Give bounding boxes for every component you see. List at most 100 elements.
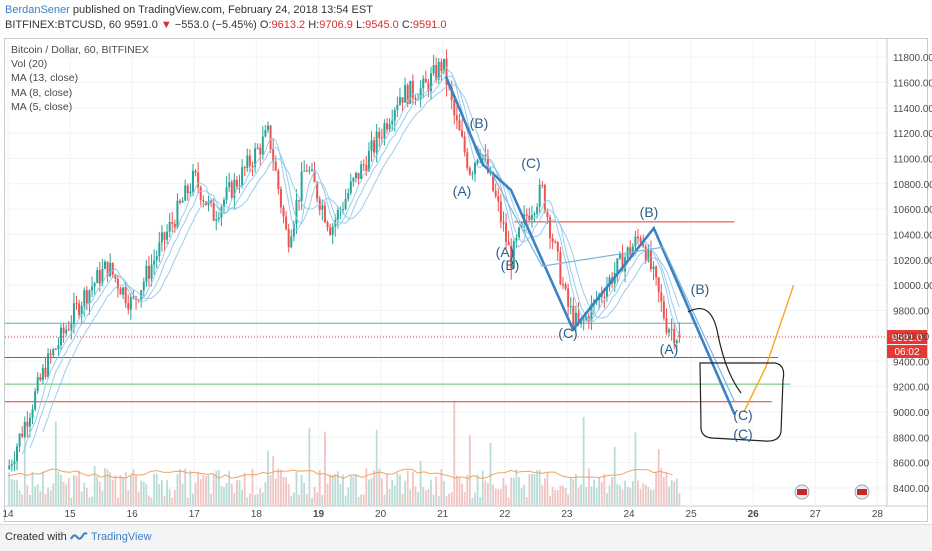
- time-tick-label: 19: [313, 509, 325, 520]
- volume-bar: [75, 475, 78, 506]
- volume-bar: [280, 469, 282, 506]
- candle-body: [629, 247, 632, 255]
- current-price-tag: [887, 330, 927, 345]
- volume-bar: [419, 460, 422, 506]
- ma-8-line: [29, 75, 680, 448]
- symbol-line: BITFINEX:BTCUSD, 60 9591.0 ▼ −553.0 (−5.…: [5, 19, 447, 31]
- volume-bar: [189, 470, 192, 506]
- volume-bar: [370, 478, 373, 506]
- candle-body: [41, 367, 44, 381]
- volume-bar: [564, 488, 567, 506]
- candle-body: [637, 236, 640, 239]
- candle-body: [660, 292, 663, 302]
- candle-body: [365, 164, 368, 172]
- tradingview-brand-link[interactable]: TradingView: [70, 531, 152, 543]
- candle-body: [241, 167, 244, 186]
- time-tick-label: 22: [499, 509, 511, 520]
- volume-bar: [554, 490, 557, 506]
- candle-body: [176, 200, 179, 228]
- volume-bar: [331, 474, 334, 506]
- candle-body: [662, 301, 665, 319]
- candle-body: [331, 226, 334, 235]
- wave-label: (A): [453, 183, 472, 199]
- close-label: C:: [401, 19, 413, 31]
- volume-bar: [507, 497, 510, 506]
- candle-body: [507, 241, 510, 246]
- volume-bar: [344, 495, 347, 506]
- legend-ma13[interactable]: MA (13, close): [11, 72, 79, 85]
- volume-bar: [285, 477, 288, 506]
- author-link[interactable]: BerdanSener: [5, 4, 70, 16]
- candle-body: [675, 340, 678, 344]
- candle-body: [538, 184, 541, 207]
- candle-body: [34, 391, 37, 410]
- volume-bar: [647, 486, 650, 506]
- candle-body: [393, 109, 396, 121]
- volume-bar: [34, 486, 37, 506]
- volume-bar: [192, 493, 194, 506]
- time-tick-label: 27: [810, 509, 822, 520]
- volume-bar: [414, 486, 417, 506]
- wave-label: (A): [660, 341, 679, 357]
- volume-bar: [29, 494, 31, 506]
- volume-bar: [70, 497, 73, 506]
- candle-body: [370, 140, 373, 151]
- candle-body: [298, 200, 301, 202]
- legend-vol[interactable]: Vol (20): [11, 58, 48, 71]
- candle-body: [44, 367, 47, 377]
- candle-body: [473, 162, 476, 174]
- legend-ma5[interactable]: MA (5, close): [11, 100, 73, 113]
- volume-bar: [393, 485, 396, 506]
- candle-body: [290, 236, 293, 248]
- volume-bar: [523, 484, 526, 506]
- time-tick-label: 21: [437, 509, 449, 520]
- time-tick-label: 14: [2, 509, 14, 520]
- publication-line: BerdanSener published on TradingView.com…: [5, 4, 373, 16]
- volume-bar: [678, 493, 681, 506]
- open-label: O:: [259, 19, 272, 31]
- created-with-text: Created with: [5, 531, 67, 543]
- volume-bar: [241, 489, 244, 506]
- volume-bar: [207, 474, 210, 506]
- candle-body: [572, 306, 575, 327]
- volume-bar: [106, 469, 109, 506]
- volume-bar: [368, 479, 370, 506]
- volume-bar: [422, 486, 425, 506]
- price-tick-label: 8800.00: [893, 433, 930, 444]
- volume-bar: [153, 473, 156, 506]
- volume-bar: [230, 483, 233, 506]
- volume-bar: [329, 474, 331, 506]
- candle-body: [57, 344, 60, 349]
- volume-bar: [499, 489, 502, 506]
- candle-body: [430, 73, 433, 92]
- candle-body: [326, 222, 329, 228]
- candle-body: [453, 100, 456, 116]
- volume-bar: [409, 489, 412, 506]
- volume-bar: [670, 480, 673, 506]
- volume-bar: [373, 470, 375, 506]
- volume-bar: [101, 490, 104, 506]
- candle-body: [510, 245, 513, 269]
- volume-bar: [404, 480, 407, 506]
- volume-bar: [424, 490, 427, 506]
- volume-bar: [546, 471, 549, 506]
- volume-bar: [603, 473, 606, 506]
- candle-body: [543, 185, 546, 212]
- candle-body: [8, 465, 11, 469]
- candle-body: [567, 288, 570, 307]
- chart-legend: Bitcoin / Dollar, 60, BITFINEX Vol (20) …: [11, 43, 149, 114]
- candle-body: [225, 187, 228, 200]
- legend-ma8[interactable]: MA (8, close): [11, 86, 73, 99]
- volume-bar: [613, 446, 616, 506]
- wave-label: (B): [501, 257, 520, 273]
- volume-bar: [637, 480, 639, 506]
- volume-bar: [166, 480, 168, 506]
- candle-body: [665, 318, 668, 333]
- candle-body: [303, 170, 306, 172]
- volume-bar: [559, 485, 562, 506]
- candle-body: [409, 80, 412, 104]
- volume-bar: [236, 480, 238, 506]
- volume-bar: [339, 484, 342, 506]
- candle-body: [631, 246, 634, 255]
